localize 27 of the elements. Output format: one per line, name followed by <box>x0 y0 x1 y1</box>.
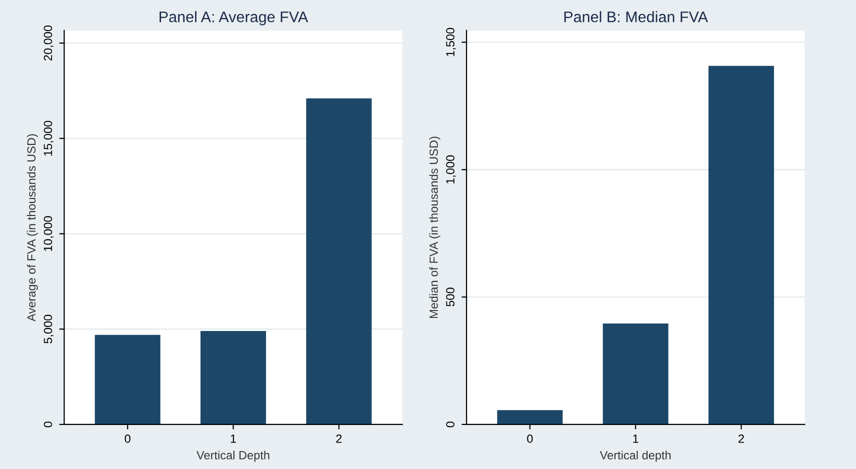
bar <box>94 334 160 424</box>
y-tick-label: 0 <box>446 422 454 428</box>
x-tick-label: 2 <box>738 434 744 443</box>
x-tick-label: 0 <box>527 434 533 443</box>
bar <box>497 410 563 424</box>
x-tick-label: 0 <box>124 434 130 443</box>
chart-title: Panel B: Median FVA <box>564 11 708 22</box>
y-tick-label: 5,000 <box>44 314 54 344</box>
bar <box>708 66 774 424</box>
bar <box>200 331 266 424</box>
y-tick-label: 1,500 <box>446 28 456 56</box>
bar <box>602 324 668 424</box>
bar <box>306 98 372 424</box>
y-tick-label: 0 <box>44 422 52 428</box>
y-axis-title: Median of FVA (in thousands USD) <box>429 136 440 318</box>
x-tick-label: 1 <box>633 434 638 443</box>
x-tick-label: 2 <box>336 434 342 443</box>
chart-title: Panel A: Average FVA <box>160 11 308 26</box>
y-tick-label: 20,000 <box>44 25 54 61</box>
y-tick-label: 10,000 <box>44 216 54 251</box>
y-tick-label: 1,000 <box>446 155 456 184</box>
x-tick-label: 1 <box>230 434 236 443</box>
x-axis-title: Vertical Depth <box>196 450 270 462</box>
y-tick-label: 500 <box>446 288 454 306</box>
y-tick-label: 15,000 <box>44 120 54 156</box>
x-axis-title: Vertical depth <box>600 450 671 462</box>
y-axis-title: Average of FVA (in thousands USD) <box>26 134 38 322</box>
